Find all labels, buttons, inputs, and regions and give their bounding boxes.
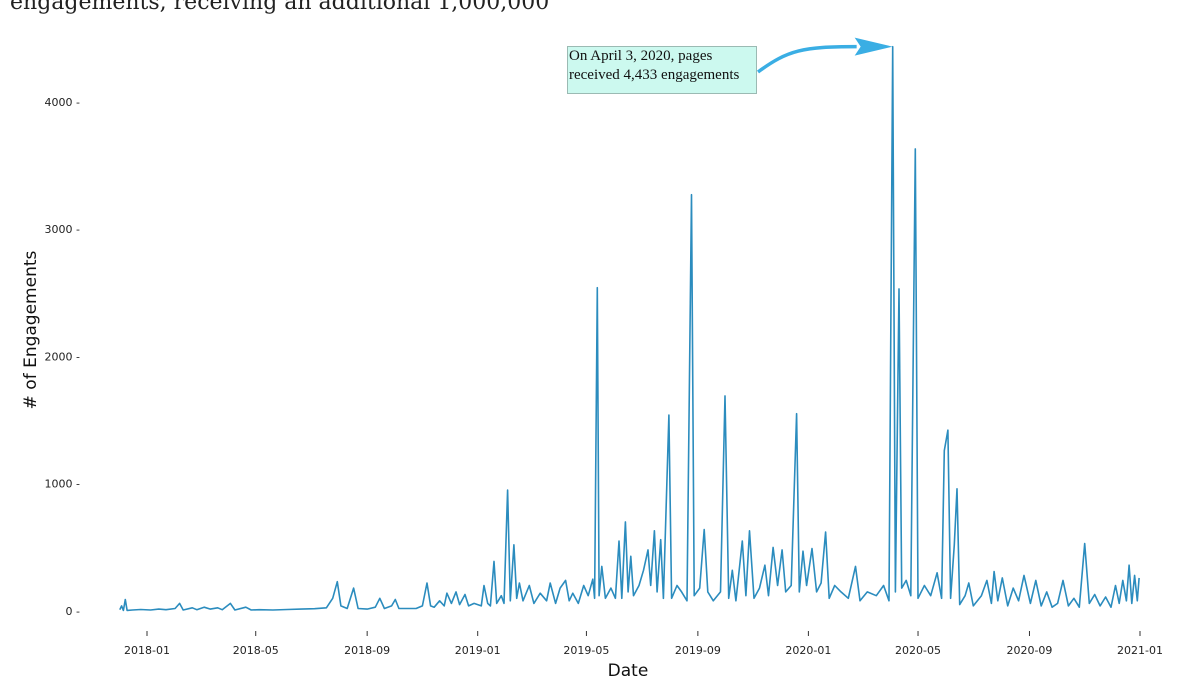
x-axis-ticks: 2018-01 2018-05 2018-09 2019-01 2019-05 2019-…: [124, 631, 1163, 657]
annotation-arrowhead: [854, 37, 893, 56]
x-tick-label: 2018-09: [344, 644, 390, 657]
x-axis-label: Date: [608, 661, 649, 681]
annotation-arrow: [756, 44, 857, 74]
x-tick-label: 2018-05: [233, 644, 279, 657]
annotation-line-2: received 4,433 engagements: [569, 67, 740, 83]
x-tick-label: 2018-01: [124, 644, 170, 657]
y-tick-label: 2000 -: [45, 350, 80, 363]
engagements-series-line: [119, 45, 1140, 612]
y-tick-label: 3000 -: [45, 223, 80, 236]
cropped-header-text: engagements, receiving an additional 1,0…: [10, 0, 550, 15]
y-tick-label: 1000 -: [45, 478, 80, 491]
annotation-line-1: On April 3, 2020, pages: [569, 48, 713, 64]
x-tick-label: 2020-05: [895, 644, 941, 657]
peak-annotation-box: On April 3, 2020, pages received 4,433 e…: [567, 46, 757, 94]
y-tick-label: 4000 -: [45, 96, 80, 109]
x-tick-label: 2019-09: [675, 644, 721, 657]
y-tick-label: 0 -: [66, 605, 80, 618]
y-axis-ticks: 0 - 1000 - 2000 - 3000 - 4000 -: [45, 96, 80, 618]
x-tick-label: 2020-01: [785, 644, 831, 657]
x-tick-label: 2020-09: [1006, 644, 1052, 657]
x-tick-label: 2019-05: [563, 644, 609, 657]
y-axis-label: # of Engagements: [21, 250, 41, 409]
x-tick-label: 2019-01: [455, 644, 501, 657]
x-tick-label: 2021-01: [1117, 644, 1163, 657]
